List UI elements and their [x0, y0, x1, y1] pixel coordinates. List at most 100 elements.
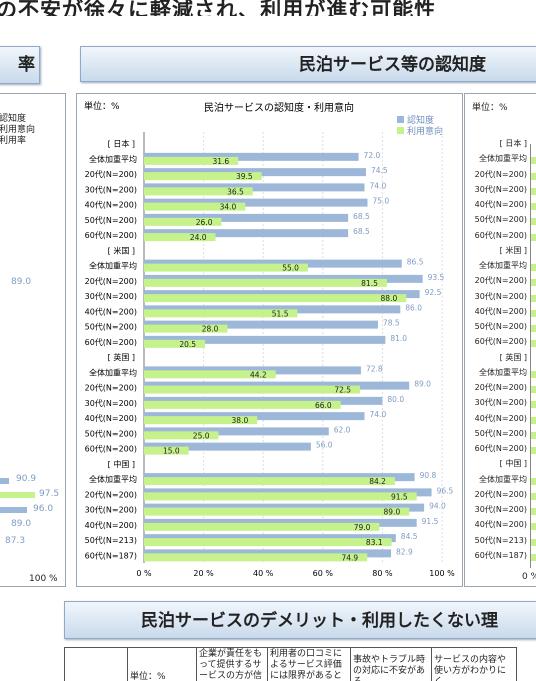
left-axis-end-label: 100 % [29, 574, 58, 584]
right-category-label: 20代(N=200) [474, 383, 527, 392]
intention-value-label: 88.0 [381, 294, 398, 303]
intention-value-label: 26.0 [196, 218, 213, 227]
left-value-label: 90.9 [16, 474, 37, 484]
bar-awareness [144, 442, 311, 451]
intention-value-label: 31.6 [212, 157, 229, 166]
right-category-label: 40代(N=200) [474, 413, 527, 423]
category-label: 20代(N=200) [85, 169, 137, 179]
intention-value-label: 66.0 [315, 401, 332, 410]
category-label: 40代(N=200) [85, 306, 137, 316]
bar-awareness [144, 183, 365, 192]
right-category-label: 60代(N=200) [474, 230, 527, 240]
left-value-label: 97.5 [39, 489, 60, 499]
intention-value-label: 84.2 [369, 477, 386, 486]
bar-intention [144, 278, 387, 287]
right-category-label: 全体加重平均 [479, 474, 527, 484]
right-category-label: 50代(N=200) [474, 428, 527, 438]
bar-awareness [144, 213, 349, 222]
right-category-label: 30代(N=200) [474, 398, 527, 408]
awareness-value-label: 86.5 [407, 258, 424, 267]
awareness-value-label: 82.9 [396, 547, 413, 556]
right-bar [531, 553, 536, 561]
table-unit-cell: 単位：% [127, 647, 197, 681]
table-row: 単位：% 企業が責任をもって提供するサービスの方が信頼できる 利用者の口コミによ… [64, 647, 517, 681]
right-bar [531, 325, 536, 332]
category-label: 50代(N=200) [85, 215, 137, 225]
awareness-value-label: 94.0 [429, 502, 446, 511]
right-bar [531, 523, 536, 531]
category-label: 30代(N=200) [85, 291, 137, 301]
intention-value-label: 20.5 [179, 340, 196, 349]
awareness-value-label: 62.0 [334, 425, 351, 434]
intention-value-label: 15.0 [163, 447, 180, 456]
category-label: 40代(N=200) [85, 200, 137, 210]
left-legend-item: 利用率 [0, 136, 27, 146]
bar-intention [144, 400, 341, 409]
right-bar [531, 447, 536, 454]
category-label: 全体加重平均 [89, 367, 137, 377]
intention-value-label: 89.0 [384, 508, 401, 517]
intention-value-label: 74.9 [341, 553, 358, 562]
right-bar [531, 340, 536, 348]
left-legend-item: 利用意向 [0, 125, 36, 135]
right-bar [531, 294, 536, 302]
category-label: 40代(N=200) [85, 413, 137, 423]
right-bar [531, 233, 536, 241]
left-legend: 認知度 利用意向 利用率 [0, 114, 35, 147]
category-group-label: [ 英国 ] [108, 352, 135, 362]
intention-value-label: 36.5 [227, 187, 244, 196]
awareness-value-label: 78.5 [383, 319, 400, 328]
bar-intention [144, 294, 407, 303]
intention-value-label: 81.5 [361, 279, 378, 288]
awareness-value-label: 75.0 [373, 197, 390, 206]
right-category-label: 20代(N=200) [474, 276, 527, 286]
bar-intention [144, 156, 239, 165]
bar-intention [144, 492, 417, 501]
category-group-label: [ 日本 ] [108, 139, 135, 149]
right-category-group-label: [ 日本 ] [499, 139, 527, 148]
intention-value-label: 83.1 [366, 538, 383, 547]
right-bar [531, 203, 536, 210]
right-bar [531, 416, 536, 424]
right-bar [531, 401, 536, 409]
right-category-label: 60代(N=200) [474, 444, 527, 453]
legend-label: 認知度 [407, 114, 434, 126]
awareness-value-label: 89.0 [414, 380, 431, 389]
awareness-value-label: 68.5 [353, 212, 370, 221]
bottom-table: 単位：% 企業が責任をもって提供するサービスの方が信頼できる 利用者の口コミによ… [64, 647, 517, 681]
right-bar [531, 492, 536, 500]
x-tick-label: 40 % [253, 569, 274, 578]
right-axis-start-label: 0 % [522, 572, 536, 582]
intention-value-label: 25.0 [193, 431, 210, 440]
page-headline: の不安が徐々に軽減され、利用が進む可能性 [0, 0, 437, 16]
category-label: 50代(N=213) [85, 535, 137, 545]
bar-intention [144, 446, 189, 455]
right-bar [531, 264, 536, 271]
legend-swatch [397, 116, 404, 123]
category-label: 30代(N=200) [85, 398, 137, 408]
main-section-tab: 民泊サービス等の認知度 [80, 46, 536, 82]
awareness-value-label: 74.0 [370, 410, 387, 419]
category-label: 20代(N=200) [85, 383, 137, 393]
category-label: 60代(N=200) [85, 230, 137, 240]
right-axis-line [530, 144, 531, 568]
bar-awareness [144, 427, 329, 436]
awareness-value-label: 74.0 [370, 181, 387, 190]
right-bar [531, 172, 536, 180]
bar-intention [144, 416, 258, 425]
awareness-value-label: 92.5 [425, 288, 442, 297]
awareness-value-label: 84.5 [401, 532, 418, 541]
left-bar [0, 478, 9, 484]
awareness-value-label: 56.0 [316, 441, 333, 450]
awareness-value-label: 93.5 [428, 273, 445, 282]
right-bar [531, 508, 536, 515]
right-bar [531, 309, 536, 317]
intention-value-label: 91.5 [391, 492, 408, 501]
left-value-label: 89.0 [11, 277, 32, 287]
bar-intention [144, 538, 392, 547]
left-section-tab-label: 率 [18, 55, 35, 75]
bar-awareness [144, 229, 349, 238]
right-category-label: 50代(N=200) [474, 322, 527, 331]
category-group-label: [ 米国 ] [108, 245, 135, 255]
left-bar [0, 507, 27, 513]
